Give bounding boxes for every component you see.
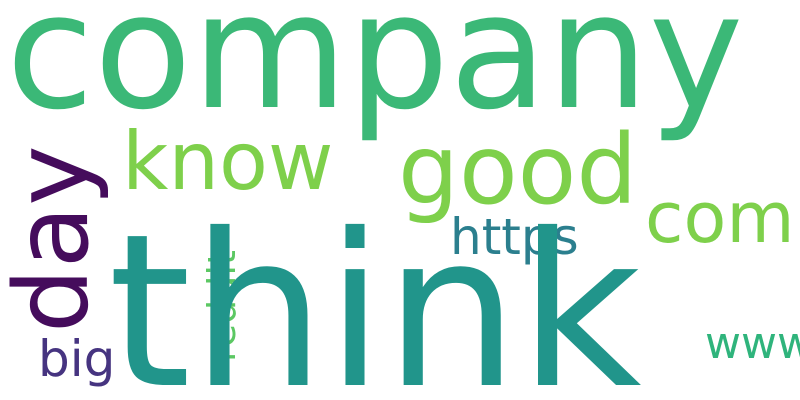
word-know: know: [122, 115, 334, 208]
word-www: www: [705, 318, 800, 369]
word-com: com: [645, 177, 795, 259]
word-https: https: [450, 208, 579, 266]
word-day: day: [0, 145, 112, 333]
word-company: company: [6, 0, 744, 145]
word-think: think: [108, 188, 642, 400]
word-good: good: [398, 114, 638, 226]
word-big: big: [38, 330, 116, 388]
